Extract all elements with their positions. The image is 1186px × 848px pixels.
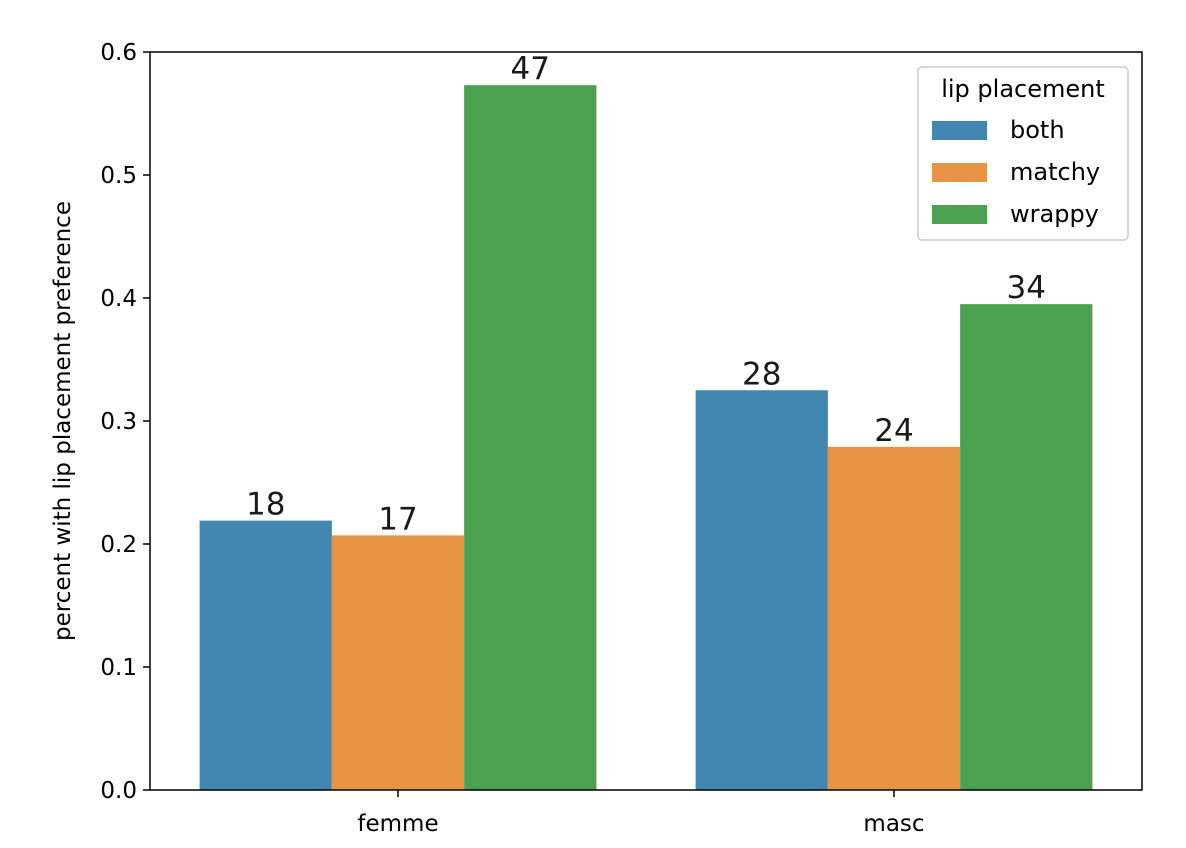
bar-both-femme [199,520,332,790]
x-tick-label-masc: masc [863,811,924,837]
bar-wrappy-masc [960,304,1093,790]
bar-label-wrappy-femme: 47 [511,51,550,87]
y-axis-label: percent with lip placement preference [50,201,76,641]
y-tick-label: 0.5 [100,163,137,189]
y-tick-label: 0.6 [100,40,137,66]
bar-matchy-femme [331,535,465,790]
y-tick-label: 0.4 [100,286,137,312]
y-tick-label: 0.0 [100,778,137,804]
legend-swatch-matchy [932,163,987,182]
legend: lip placement both matchy wrappy [917,66,1129,241]
legend-label-wrappy: wrappy [1010,200,1099,228]
bar-matchy-masc [827,446,961,790]
bar-label-matchy-femme: 17 [378,501,417,537]
plot-frame [149,51,1143,791]
legend-swatch-wrappy [932,205,987,224]
bar-wrappy-femme [464,85,597,790]
y-tick-label: 0.3 [100,409,137,435]
bar-label-matchy-masc: 24 [874,413,913,449]
legend-title: lip placement [941,75,1105,103]
legend-frame [917,66,1129,241]
legend-swatch-both [932,121,987,140]
legend-items: both matchy wrappy [932,116,1100,228]
bar-label-wrappy-masc: 34 [1007,270,1046,306]
bar-both-masc [695,390,828,790]
bar-label-both-masc: 28 [742,356,781,392]
bar-labels-layer: 18 17 47 28 24 34 [246,51,1046,537]
legend-label-matchy: matchy [1010,158,1100,186]
x-tick-label-femme: femme [357,811,438,837]
legend-label-both: both [1010,116,1065,144]
axes-layer: femme masc 0.0 0.1 0.2 0.3 0.4 0.5 0.6 [100,40,1143,837]
y-tick-label: 0.2 [100,532,137,558]
bar-label-both-femme: 18 [246,487,285,523]
y-tick-label: 0.1 [100,655,137,681]
bars-layer [199,85,1093,790]
